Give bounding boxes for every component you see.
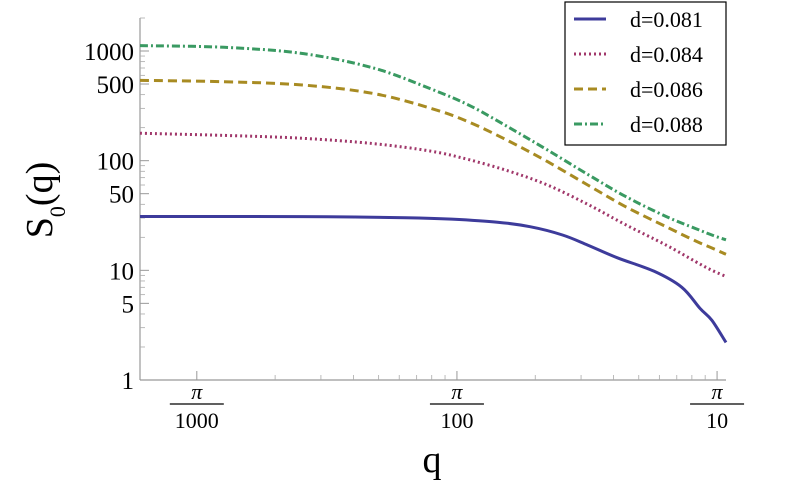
- y-axis-title-sub: 0: [45, 206, 70, 217]
- x-axis-title: q: [423, 439, 442, 481]
- y-tick-label: 500: [97, 72, 135, 99]
- y-tick-label: 50: [109, 182, 134, 209]
- legend-box: [564, 1, 727, 146]
- series-line-d=0.081: [139, 214, 728, 344]
- y-tick-label: 100: [97, 149, 135, 176]
- x-tick-denominator: 1000: [175, 408, 219, 433]
- y-axis-title: S0(q): [19, 162, 70, 238]
- legend: d=0.081 d=0.084 d=0.086 d=0.088: [564, 1, 727, 146]
- x-tick-numerator: π: [712, 379, 724, 404]
- x-tick-numerator: π: [451, 379, 463, 404]
- legend-label: d=0.088: [630, 112, 703, 137]
- series-line-d=0.088: [139, 44, 727, 242]
- series-line-d=0.086: [139, 78, 727, 256]
- series-line-d=0.084: [139, 131, 727, 278]
- svg-text:S0(q): S0(q): [19, 162, 70, 238]
- y-axis-title-arg: (q): [19, 162, 61, 206]
- y-tick-label: 10: [109, 258, 134, 285]
- y-tick-label: 1000: [84, 39, 134, 66]
- series-layer: [139, 44, 728, 344]
- axes: 1 5 10 50 100 500 1000 π 1000 π 100 π 10: [84, 17, 745, 433]
- x-tick-denominator: 100: [440, 408, 473, 433]
- legend-label: d=0.084: [630, 42, 703, 67]
- y-tick-label: 1: [122, 368, 135, 395]
- legend-label: d=0.086: [630, 77, 703, 102]
- y-axis-title-main: S: [19, 217, 61, 238]
- x-tick-numerator: π: [191, 379, 203, 404]
- x-tick-denominator: 10: [706, 408, 728, 433]
- legend-label: d=0.081: [630, 7, 703, 32]
- y-tick-label: 5: [122, 291, 135, 318]
